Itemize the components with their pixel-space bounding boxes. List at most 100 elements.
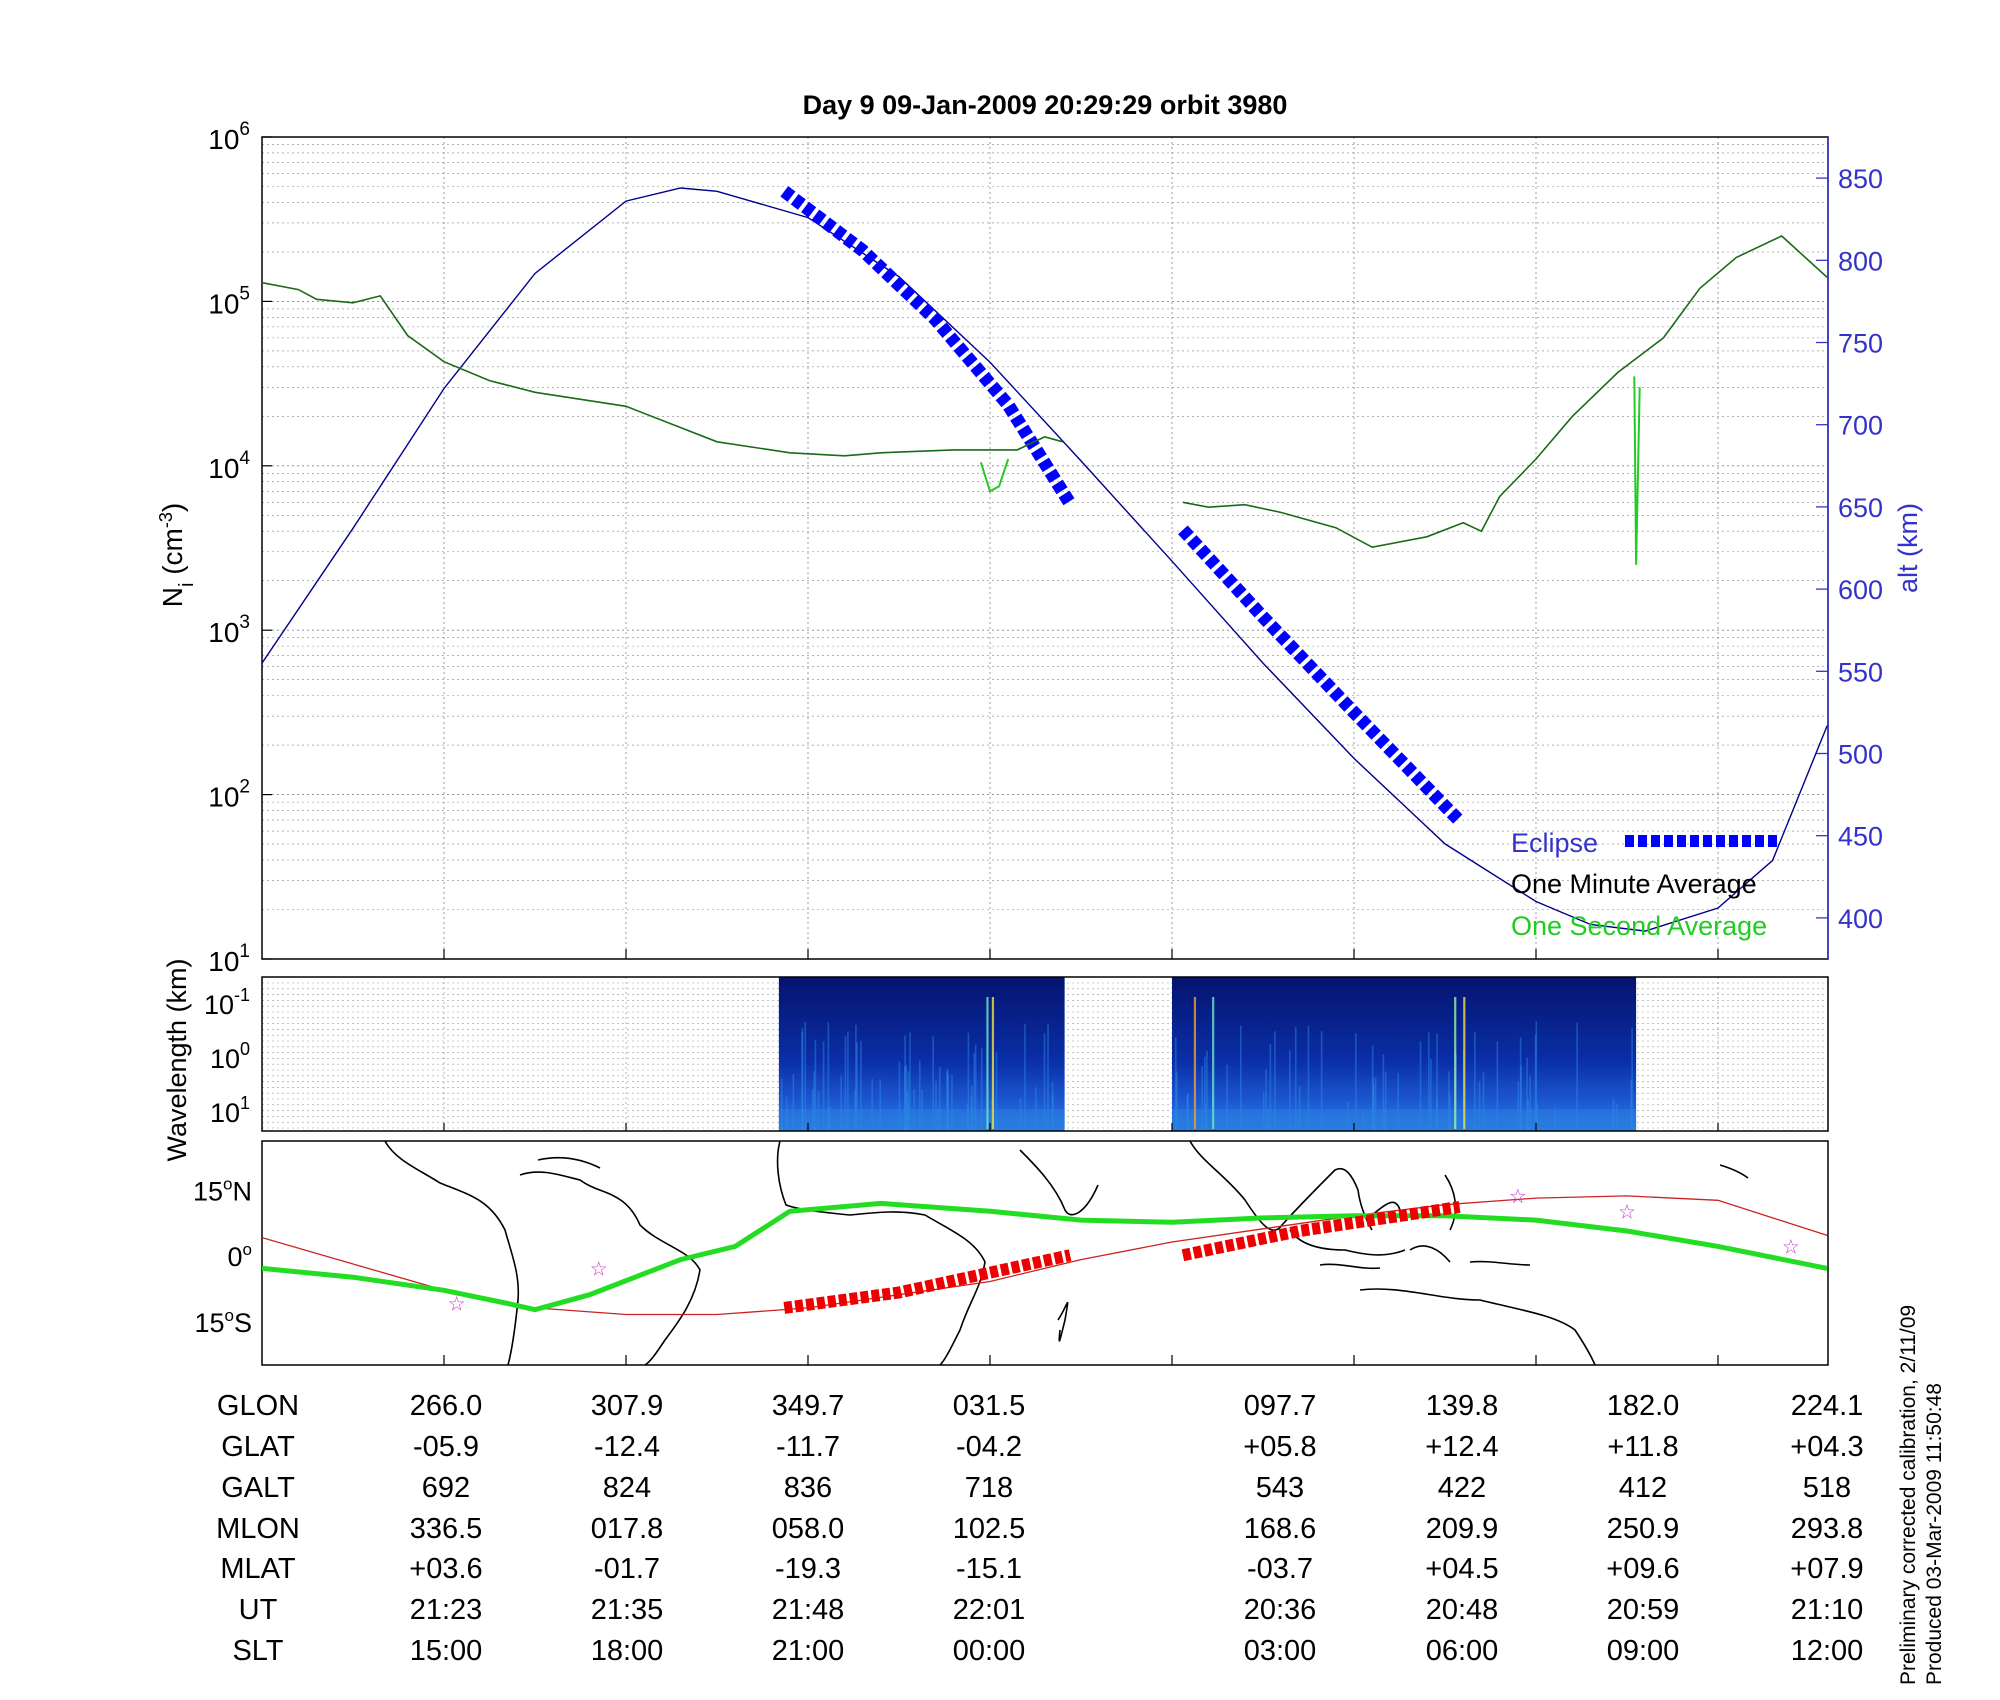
legend-minute-label: One Minute Average — [1511, 869, 1757, 899]
footnote-produced: Produced 03-Mar-2009 11:50:48 — [1923, 1383, 1946, 1685]
table-cell: -11.7 — [776, 1431, 840, 1463]
right-tick-label: 800 — [1838, 246, 1883, 276]
table-cell: +11.8 — [1607, 1431, 1679, 1463]
spectrogram-streak — [939, 1067, 941, 1131]
spectrogram-streak — [1204, 1056, 1206, 1131]
spectrogram-bright-streak — [1454, 997, 1457, 1129]
spectrogram-streak — [935, 1081, 937, 1131]
chart-title: Day 9 09-Jan-2009 20:29:29 orbit 3980 — [803, 90, 1288, 120]
right-tick-label: 550 — [1838, 657, 1883, 687]
left-tick-label: 105 — [208, 283, 250, 319]
spectrogram-streak — [967, 1032, 970, 1131]
table-cell: 293.8 — [1790, 1513, 1864, 1545]
table-cell: -04.2 — [955, 1431, 1023, 1463]
table-cell: 031.5 — [952, 1390, 1026, 1422]
spectrogram-streak — [1436, 1033, 1438, 1131]
legend-second-label: One Second Average — [1511, 911, 1767, 941]
spectrogram-streak — [1371, 1045, 1374, 1131]
table-cell: 718 — [964, 1472, 1014, 1504]
ground-track-line — [262, 1200, 1828, 1313]
table-cell: 836 — [783, 1472, 833, 1504]
map-eclipse-segment — [783, 1249, 1072, 1314]
table-cell: -03.7 — [1246, 1553, 1314, 1585]
table-cell: 168.6 — [1243, 1513, 1317, 1545]
map-tick-label: 0o — [228, 1240, 253, 1272]
table-cell: +09.6 — [1606, 1553, 1680, 1585]
left-tick-label: 104 — [208, 448, 250, 484]
spectrogram-streak — [879, 1079, 881, 1131]
table-cell: 15:00 — [409, 1635, 483, 1667]
table-cell: 06:00 — [1425, 1635, 1499, 1667]
table-cell: 20:36 — [1243, 1594, 1317, 1626]
spectrogram-streak — [1478, 1081, 1481, 1131]
right-tick-label: 400 — [1838, 904, 1883, 934]
spectrogram-streak — [919, 1060, 921, 1131]
spectrogram-streak — [1397, 1072, 1399, 1131]
spectrogram-streak — [813, 1071, 815, 1131]
spectrogram-streak — [974, 1044, 977, 1131]
spectrogram-band — [1172, 1109, 1637, 1125]
table-cell: +12.4 — [1425, 1431, 1499, 1463]
spectrogram-bright-streak — [1193, 997, 1197, 1129]
spectrogram-tick-label: 101 — [210, 1093, 250, 1128]
table-cell: 336.5 — [409, 1513, 483, 1545]
spectrogram-streak — [1372, 1077, 1375, 1131]
table-cell: 09:00 — [1606, 1635, 1680, 1667]
x-ticks — [443, 949, 1719, 1365]
spectrogram-streak — [1630, 1080, 1632, 1131]
spectrogram-streak — [1201, 1065, 1203, 1131]
left-axis-ticks: 101 102 103 104 105 106 — [208, 119, 272, 977]
table-cell: +05.8 — [1243, 1431, 1317, 1463]
spectrogram-streak — [847, 1031, 849, 1131]
footnote-calibration: Preliminary corrected calibration, 2/11/… — [1897, 1304, 1920, 1685]
spectrogram-streak — [946, 1068, 949, 1131]
spectrogram-streak — [1496, 1041, 1499, 1131]
table-cell: +03.6 — [409, 1553, 483, 1585]
table-cell: 412 — [1618, 1472, 1668, 1504]
spectrogram-bright-streak — [986, 997, 989, 1129]
table-cell: 266.0 — [409, 1390, 483, 1422]
table-cell: 12:00 — [1790, 1635, 1864, 1667]
spectrogram-streak — [1526, 1057, 1528, 1131]
spectrogram-streak — [1419, 1041, 1422, 1131]
table-cell: -19.3 — [774, 1553, 842, 1585]
table-row-label: MLON — [216, 1513, 300, 1545]
table-cell: -01.7 — [593, 1553, 661, 1585]
legend-eclipse-label: Eclipse — [1511, 828, 1598, 858]
table-cell: 209.9 — [1425, 1513, 1499, 1545]
spectrogram-streak — [780, 1078, 783, 1131]
spectrogram-bright-streak — [1212, 997, 1215, 1129]
spectrogram-streak — [980, 1048, 983, 1131]
table-cell: 18:00 — [590, 1635, 664, 1667]
spectrogram-streak — [1534, 1034, 1537, 1131]
magnetic-pole-star: ☆ — [448, 1294, 466, 1316]
left-tick-label: 101 — [208, 941, 250, 977]
magnetic-pole-star: ☆ — [590, 1258, 608, 1280]
spectrogram-streak — [1024, 1023, 1026, 1131]
spectrogram-streak — [814, 1039, 817, 1131]
table-cell: +04.3 — [1790, 1431, 1864, 1463]
spectrogram-streak — [822, 1041, 825, 1131]
left-tick-label: 106 — [208, 119, 250, 155]
table-cell: 518 — [1802, 1472, 1852, 1504]
table-cell: 349.7 — [771, 1390, 845, 1422]
table-cell: 21:10 — [1790, 1594, 1864, 1626]
table-cell: 20:48 — [1425, 1594, 1499, 1626]
spectrogram-streak — [840, 1075, 842, 1131]
spectrogram-frame — [261, 976, 1829, 1132]
table-cell: 21:00 — [771, 1635, 845, 1667]
spectrogram-streak — [1430, 1059, 1432, 1131]
table-cell: 22:01 — [952, 1594, 1026, 1626]
table-cell: -15.1 — [955, 1553, 1023, 1585]
spectrogram-streak — [1289, 1050, 1291, 1131]
legend: Eclipse One Minute Average One Second Av… — [1511, 828, 1778, 941]
table-cell: 00:00 — [952, 1635, 1026, 1667]
spectrogram-ticks: 10-1 100 101 — [204, 985, 250, 1128]
right-tick-label: 500 — [1838, 740, 1883, 770]
density-panel-grid — [262, 137, 1828, 960]
map-tick-label: 15oS — [194, 1306, 252, 1338]
table-cell: 097.7 — [1243, 1390, 1317, 1422]
right-tick-label: 850 — [1838, 164, 1883, 194]
table-row-label: GLAT — [221, 1431, 295, 1463]
